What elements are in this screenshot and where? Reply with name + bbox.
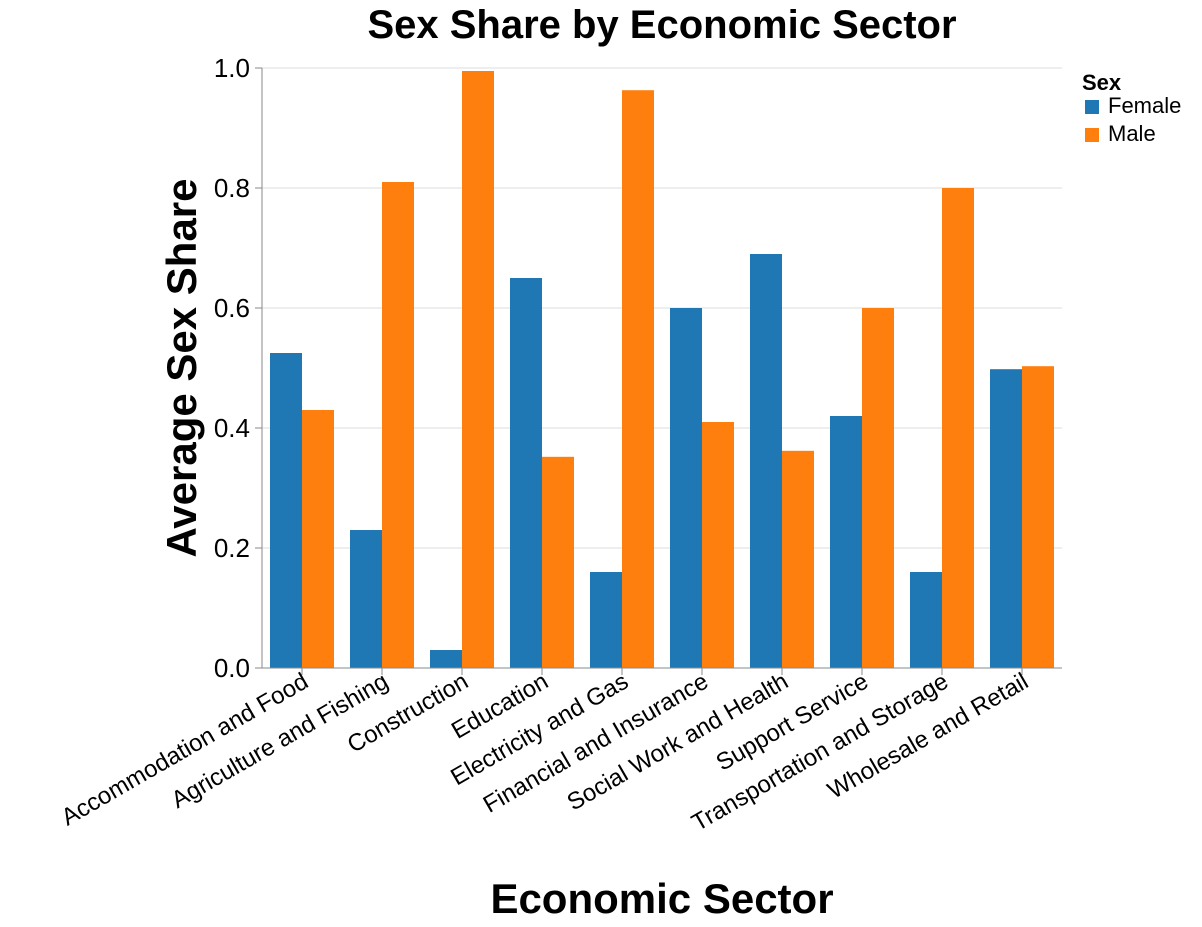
bar-male-2 bbox=[462, 71, 494, 668]
bar-female-0 bbox=[270, 353, 302, 668]
legend-label-male: Male bbox=[1108, 121, 1156, 146]
bar-female-9 bbox=[990, 369, 1022, 668]
bar-female-4 bbox=[590, 572, 622, 668]
bar-female-6 bbox=[750, 254, 782, 668]
y-axis-title: Average Sex Share bbox=[158, 178, 205, 557]
bar-male-6 bbox=[782, 450, 814, 668]
y-axis-ticks: 0.0 0.2 0.4 0.6 0.8 1.0 bbox=[214, 53, 262, 683]
axes bbox=[261, 68, 1062, 669]
bar-male-3 bbox=[542, 456, 574, 668]
bar-male-0 bbox=[302, 410, 334, 668]
bar-female-2 bbox=[430, 650, 462, 668]
y-tick-label: 0.4 bbox=[214, 413, 250, 443]
bar-female-3 bbox=[510, 278, 542, 668]
y-tick-label: 1.0 bbox=[214, 53, 250, 83]
y-tick-label: 0.8 bbox=[214, 173, 250, 203]
bar-male-7 bbox=[862, 308, 894, 668]
bar-female-1 bbox=[350, 530, 382, 668]
bars bbox=[270, 71, 1054, 668]
x-axis-title: Economic Sector bbox=[490, 875, 833, 922]
legend-title: Sex bbox=[1082, 70, 1122, 95]
bar-female-5 bbox=[670, 308, 702, 668]
bar-male-4 bbox=[622, 90, 654, 668]
bar-male-8 bbox=[942, 188, 974, 668]
y-tick-label: 0.2 bbox=[214, 533, 250, 563]
legend-label-female: Female bbox=[1108, 93, 1181, 118]
bar-male-9 bbox=[1022, 366, 1054, 668]
chart-title: Sex Share by Economic Sector bbox=[367, 3, 956, 47]
legend: Sex Female Male bbox=[1082, 70, 1181, 146]
y-tick-label: 0.6 bbox=[214, 293, 250, 323]
y-tick-label: 0.0 bbox=[214, 653, 250, 683]
bar-male-5 bbox=[702, 422, 734, 668]
legend-swatch-male bbox=[1085, 128, 1099, 142]
bar-female-8 bbox=[910, 572, 942, 668]
bar-female-7 bbox=[830, 416, 862, 668]
legend-swatch-female bbox=[1085, 100, 1099, 114]
bar-male-1 bbox=[382, 182, 414, 668]
